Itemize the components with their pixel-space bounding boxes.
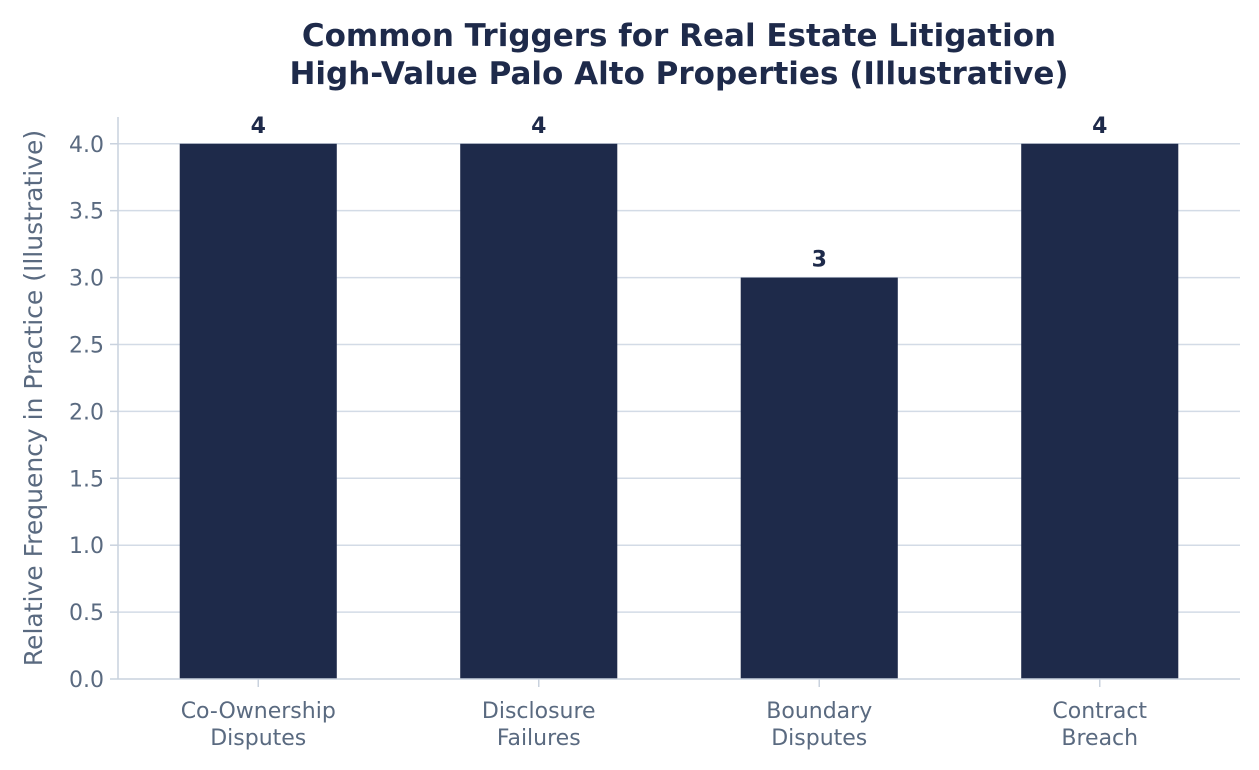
x-tick-label: Disclosure [482, 699, 596, 724]
bar-value-label: 3 [812, 248, 827, 273]
y-tick-label: 2.5 [69, 333, 104, 358]
x-tick-label: Co-Ownership [181, 699, 336, 724]
y-tick-label: 3.5 [69, 200, 104, 225]
x-ticks: Co-OwnershipDisputesDisclosureFailuresBo… [181, 679, 1147, 751]
bar-value-label: 4 [1092, 114, 1107, 139]
y-ticks: 0.0 0.5 1.0 1.5 2.0 2.5 3.0 3.5 4.0 [69, 133, 118, 693]
bar-value-label: 4 [251, 114, 266, 139]
y-tick-label: 2.0 [69, 400, 104, 425]
x-tick-label: Failures [497, 726, 581, 751]
y-tick-label: 3.0 [69, 267, 104, 292]
bars [179, 143, 1179, 679]
y-tick-label: 1.5 [69, 467, 104, 492]
y-tick-label: 0.5 [69, 601, 104, 626]
chart-subtitle: High-Value Palo Alto Properties (Illustr… [289, 56, 1068, 92]
bar [460, 143, 618, 679]
y-tick-label: 4.0 [69, 133, 104, 158]
bar [740, 277, 898, 679]
x-tick-label: Boundary [766, 699, 872, 724]
y-tick-label: 0.0 [69, 668, 104, 693]
x-tick-label: Disputes [210, 726, 306, 751]
y-tick-label: 1.0 [69, 534, 104, 559]
bar [179, 143, 337, 679]
x-tick-label: Breach [1061, 726, 1138, 751]
bar [1021, 143, 1179, 679]
chart-title: Common Triggers for Real Estate Litigati… [302, 18, 1056, 54]
y-axis-label: Relative Frequency in Practice (Illustra… [19, 130, 48, 666]
x-tick-label: Contract [1052, 699, 1147, 724]
bar-value-label: 4 [531, 114, 546, 139]
value-labels: 4 4 3 4 [251, 114, 1108, 273]
x-tick-label: Disputes [771, 726, 867, 751]
